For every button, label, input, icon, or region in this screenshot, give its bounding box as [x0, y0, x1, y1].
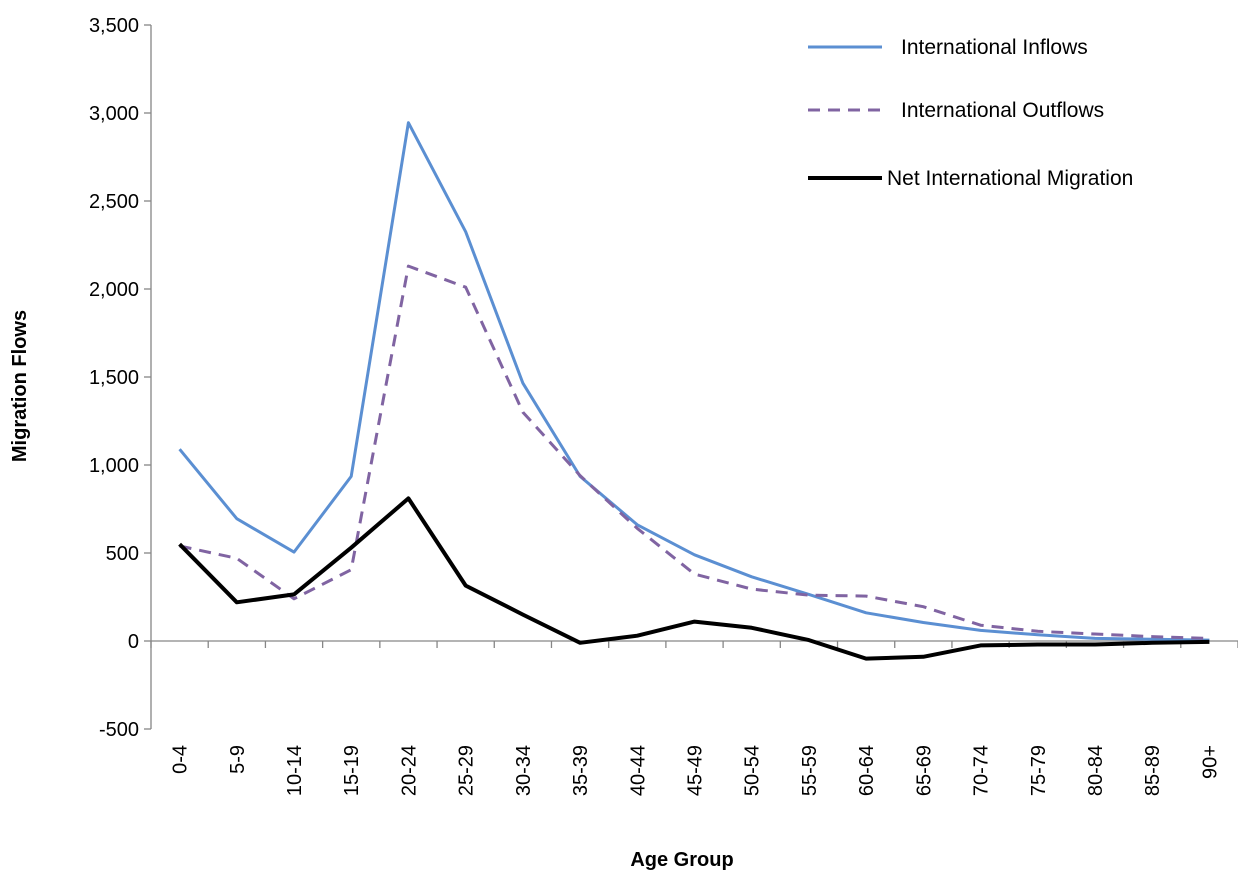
x-tick-label: 85-89	[1142, 745, 1164, 796]
x-tick-label: 75-79	[1028, 745, 1050, 796]
x-tick-label: 80-84	[1085, 745, 1107, 796]
x-tick-label: 20-24	[398, 745, 420, 796]
x-tick-label: 50-54	[742, 745, 764, 796]
y-tick-label: 500	[106, 543, 139, 565]
series-line	[178, 121, 1210, 642]
x-tick-label: 65-69	[913, 745, 935, 796]
x-tick-label: 55-59	[799, 745, 821, 796]
x-tick-label: 40-44	[627, 745, 649, 796]
legend: International Inflows International Outfl…	[808, 36, 1133, 190]
x-tick-label: 35-39	[570, 745, 592, 796]
x-tick-label: 10-14	[284, 745, 306, 796]
y-axis-title: Migration Flows	[9, 310, 31, 462]
legend-label: International Inflows	[901, 36, 1088, 59]
x-tick-label: 70-74	[971, 745, 993, 796]
x-axis-title: Age Group	[630, 849, 733, 871]
x-tick-label: 0-4	[170, 745, 192, 774]
series-lines	[178, 121, 1210, 661]
x-tick-label: 5-9	[227, 745, 249, 774]
series-line	[179, 264, 1210, 640]
y-tick-label: 1,000	[89, 455, 139, 477]
y-tick-label: 3,500	[89, 15, 139, 37]
y-tick-label: -500	[99, 719, 139, 741]
y-tick-label: 0	[128, 631, 139, 653]
y-tick-label: 3,000	[89, 103, 139, 125]
x-tick-label: 45-49	[685, 745, 707, 796]
x-tick-label: 90+	[1199, 745, 1221, 779]
legend-label: International Outflows	[901, 99, 1104, 122]
y-tick-label: 1,500	[89, 367, 139, 389]
x-tick-label: 15-19	[341, 745, 363, 796]
y-tick-label: 2,000	[89, 279, 139, 301]
legend-label: Net International Migration	[887, 167, 1133, 190]
y-axis-ticks: -500 0 500 1,000 1,500 2,000 2,500 3,000 3,500	[89, 15, 151, 741]
y-tick-label: 2,500	[89, 191, 139, 213]
x-axis-ticks: 0-4 5-9 10-14 15-19 20-24 25-29 30-34 35-39 40-4…	[150, 641, 1238, 796]
x-tick-label: 25-29	[456, 745, 478, 796]
series-line	[178, 496, 1210, 661]
x-tick-label: 30-34	[513, 745, 535, 796]
x-tick-label: 60-64	[856, 745, 878, 796]
